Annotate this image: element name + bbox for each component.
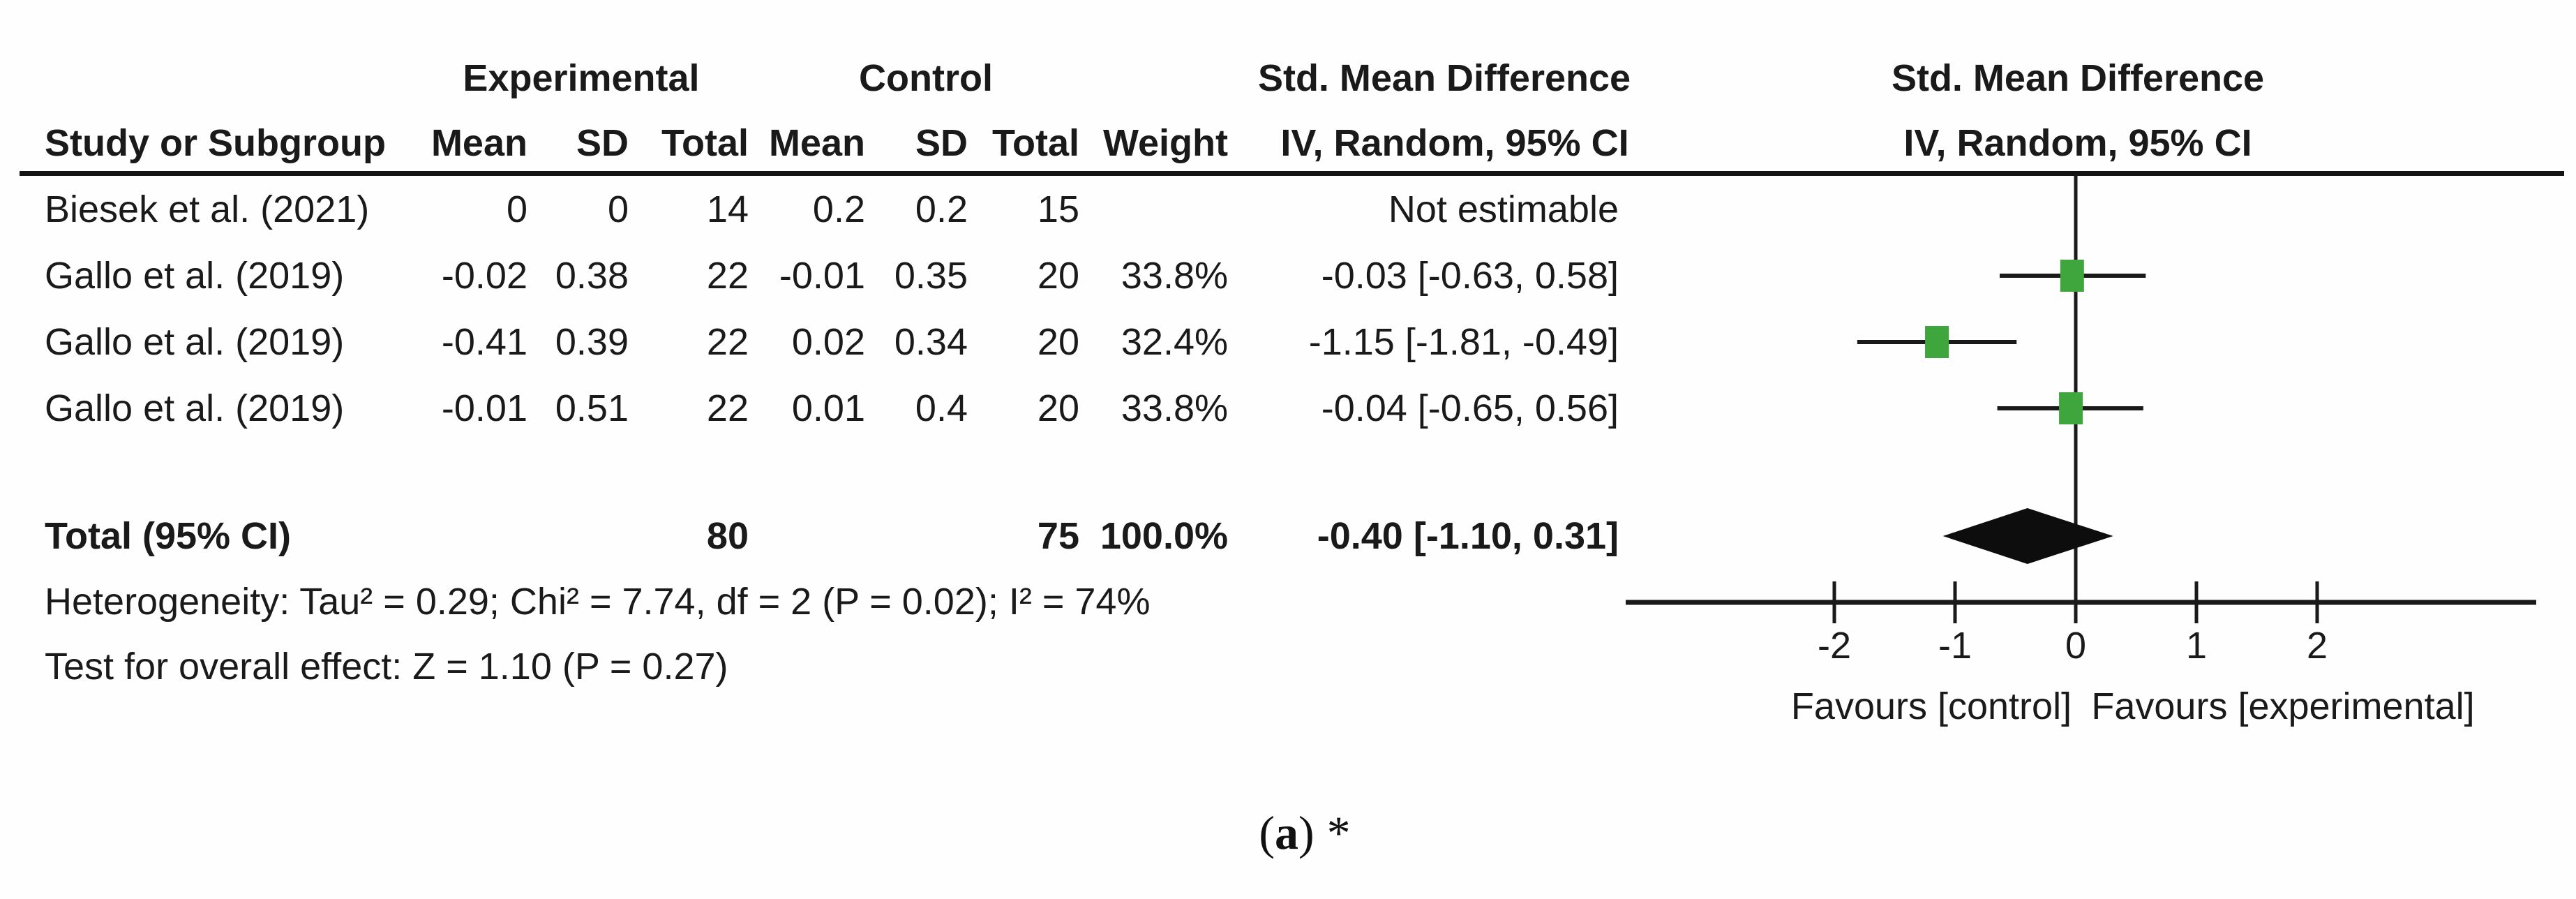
heterogeneity-text: Heterogeneity: Tau² = 0.29; Chi² = 7.74,…	[45, 581, 1151, 623]
table-row: Gallo et al. (2019) -0.01 0.51 22 0.01 0…	[0, 382, 2576, 435]
total-label: Total (95% CI)	[45, 515, 292, 557]
exp-sd: 0.39	[555, 321, 629, 363]
exp-total: 22	[706, 255, 749, 297]
exp-mean: -0.02	[441, 255, 527, 297]
exp-sd-header: SD	[576, 122, 629, 164]
figure-caption: (a) *	[1259, 801, 1350, 864]
study-label: Biesek et al. (2021)	[45, 188, 370, 230]
ci-text: -0.03 [-0.63, 0.58]	[1321, 255, 1619, 297]
ctl-mean: 0.2	[812, 188, 865, 230]
ci-plot-header: IV, Random, 95% CI	[1903, 122, 2252, 164]
exp-sd: 0	[607, 188, 629, 230]
table-row: Gallo et al. (2019) -0.41 0.39 22 0.02 0…	[0, 315, 2576, 369]
total-exp-total: 80	[706, 515, 749, 557]
column-header-row: Study or Subgroup Mean SD Total Mean SD …	[0, 117, 2576, 170]
exp-total: 14	[706, 188, 749, 230]
ctl-total: 15	[1037, 188, 1079, 230]
ctl-total: 20	[1037, 255, 1079, 297]
ctl-mean: 0.02	[791, 321, 865, 363]
exp-mean: 0	[506, 188, 527, 230]
ci-text: -1.15 [-1.81, -0.49]	[1308, 321, 1619, 363]
ctl-mean: -0.01	[779, 255, 865, 297]
exp-mean-header: Mean	[430, 122, 527, 164]
caption-asterisk: *	[1326, 806, 1351, 859]
smd-column-header: Std. Mean Difference	[1257, 57, 1631, 99]
ctl-total: 20	[1037, 321, 1079, 363]
exp-sd: 0.38	[555, 255, 629, 297]
ctl-sd: 0.34	[894, 321, 968, 363]
ctl-total: 20	[1037, 387, 1079, 429]
ctl-mean-header: Mean	[768, 122, 865, 164]
total-weight: 100.0%	[1100, 515, 1228, 557]
group-header-row: Experimental Control Std. Mean Differenc…	[0, 52, 2576, 105]
total-ci-text: -0.40 [-1.10, 0.31]	[1317, 515, 1619, 557]
caption-paren-open: (	[1259, 806, 1275, 859]
ctl-sd: 0.35	[894, 255, 968, 297]
table-row: Gallo et al. (2019) -0.02 0.38 22 -0.01 …	[0, 249, 2576, 302]
ci-column-header: IV, Random, 95% CI	[1280, 122, 1629, 164]
weight: 32.4%	[1121, 321, 1228, 363]
overall-effect-line: Test for overall effect: Z = 1.10 (P = 0…	[0, 640, 2576, 693]
overall-effect-text: Test for overall effect: Z = 1.10 (P = 0…	[45, 646, 728, 688]
exp-total: 22	[706, 321, 749, 363]
study-label: Gallo et al. (2019)	[45, 255, 345, 297]
ci-text: -0.04 [-0.65, 0.56]	[1321, 387, 1619, 429]
ctl-sd-header: SD	[915, 122, 968, 164]
ctl-sd: 0.4	[915, 387, 968, 429]
exp-mean: -0.41	[441, 321, 527, 363]
exp-mean: -0.01	[441, 387, 527, 429]
total-row: Total (95% CI) 80 75 100.0% -0.40 [-1.10…	[0, 510, 2576, 563]
caption-paren-close: )	[1298, 806, 1315, 859]
smd-plot-header: Std. Mean Difference	[1891, 57, 2265, 99]
ctl-mean: 0.01	[791, 387, 865, 429]
weight: 33.8%	[1121, 387, 1228, 429]
ctl-total-header: Total	[992, 122, 1079, 164]
total-ctl-total: 75	[1037, 515, 1079, 557]
caption-label: a	[1275, 806, 1298, 859]
exp-total: 22	[706, 387, 749, 429]
table-row: Biesek et al. (2021) 0 0 14 0.2 0.2 15 N…	[0, 183, 2576, 236]
ci-text: Not estimable	[1388, 188, 1619, 230]
header-divider-line	[20, 171, 2564, 176]
study-label: Gallo et al. (2019)	[45, 321, 345, 363]
weight-header: Weight	[1103, 122, 1228, 164]
heterogeneity-line: Heterogeneity: Tau² = 0.29; Chi² = 7.74,…	[0, 575, 2576, 628]
ctl-sd: 0.2	[915, 188, 968, 230]
study-column-header: Study or Subgroup	[45, 122, 386, 164]
control-group-header: Control	[859, 57, 993, 99]
experimental-group-header: Experimental	[463, 57, 700, 99]
study-label: Gallo et al. (2019)	[45, 387, 345, 429]
weight: 33.8%	[1121, 255, 1228, 297]
exp-total-header: Total	[661, 122, 749, 164]
exp-sd: 0.51	[555, 387, 629, 429]
